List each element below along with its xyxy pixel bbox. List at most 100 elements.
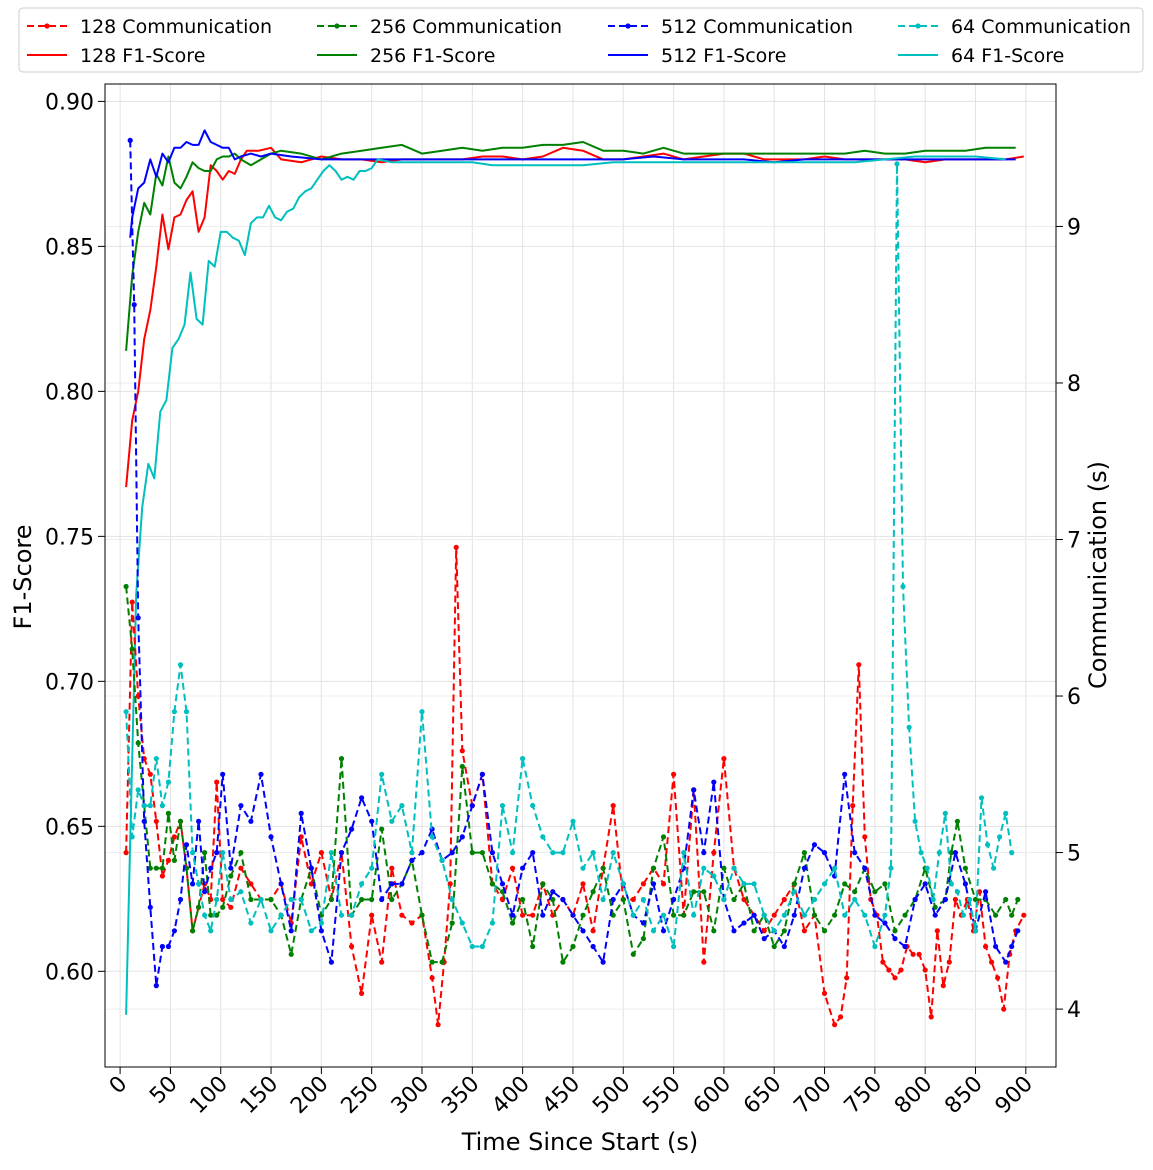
series-point-256-communication [620,896,626,903]
series-point-128-communication [359,990,365,997]
series-point-512-communication [165,943,171,950]
series-point-128-communication [220,896,226,903]
series-point-512-communication [610,896,616,903]
series-point-64-communication [912,818,918,824]
series-point-128-communication [821,990,828,997]
series-point-64-communication [832,865,838,871]
series-point-256-communication [954,818,961,824]
y-tick-label-left: 0.90 [45,90,94,115]
series-point-128-communication [447,881,453,887]
series-point-128-communication [369,912,375,918]
series-point-256-communication [328,896,334,903]
series-point-64-communication [741,881,747,887]
series-point-256-communication [681,912,687,918]
legend-label-128-communication: 128 Communication [80,16,272,38]
series-line-256-f1-score [125,141,1016,351]
series-point-512-communication [811,842,818,848]
series-point-64-communication [123,709,129,715]
series-point-512-communication [1009,943,1015,950]
series-point-512-communication [159,943,165,950]
series-point-64-communication [359,881,365,887]
series-point-128-communication [701,959,707,965]
series-point-256-communication [123,583,129,590]
series-point-64-communication [731,865,737,871]
y-tick-label-left: 0.65 [45,815,94,840]
series-point-128-communication [844,975,850,981]
legend-marker-512-communication [625,23,631,29]
series-point-64-communication [936,850,942,856]
series-point-64-communication [966,896,973,903]
y-tick-label-right: 5 [1067,842,1081,867]
series-point-64-communication [141,803,147,809]
series-point-64-communication [258,896,264,903]
series-point-64-communication [761,912,767,918]
series-point-512-communication [449,850,455,856]
series-point-256-communication [171,857,177,864]
series-point-64-communication [409,850,415,856]
legend-label-128-f1-score: 128 F1-Score [80,45,205,67]
series-point-256-communication [671,912,677,918]
series-point-256-communication [369,896,375,903]
y-tick-label-right: 7 [1067,528,1081,553]
series-point-256-communication [731,896,737,903]
series-point-256-communication [469,850,475,856]
series-point-256-communication [811,912,818,918]
series-point-512-communication [459,834,465,840]
series-point-256-communication [183,865,190,871]
series-point-256-communication [359,896,365,903]
series-point-512-communication [791,912,797,918]
series-point-128-communication [983,943,989,950]
series-point-512-communication [983,889,989,895]
legend-marker-64-communication [915,23,921,29]
series-point-128-communication [238,865,244,871]
series-point-256-communication [630,951,636,957]
series-point-512-communication [479,771,485,777]
series-point-64-communication [509,850,516,856]
series-point-64-communication [942,810,948,817]
series-point-64-communication [671,943,677,950]
series-point-512-communication [711,779,717,785]
series-point-64-communication [459,920,465,926]
series-point-64-communication [183,709,190,715]
series-point-128-communication [850,803,856,809]
series-point-256-communication [882,881,888,887]
series-point-128-communication [435,1022,441,1028]
series-point-512-communication [761,936,767,942]
series-line-64-f1-score [125,155,1006,1015]
series-point-512-communication [731,928,737,934]
series-point-512-communication [328,959,334,965]
series-point-128-communication [862,834,868,840]
series-point-512-communication [650,881,657,887]
series-point-64-communication [419,709,425,715]
series-point-512-communication [131,302,137,308]
series-point-64-communication [660,912,667,918]
series-point-256-communication [701,889,707,895]
series-point-512-communication [228,865,234,871]
series-point-512-communication [560,896,566,903]
series-point-64-communication [630,912,636,918]
y-tick-label-right: 9 [1067,215,1081,240]
series-point-64-communication [960,912,967,918]
series-point-128-communication [721,756,727,762]
y-axis-label-left: F1-Score [9,525,37,630]
series-point-128-communication [1001,1006,1007,1012]
series-point-256-communication [439,959,445,965]
series-point-128-communication [995,975,1001,981]
series-point-512-communication [298,810,304,817]
series-point-512-communication [183,842,190,848]
series-point-128-communication [509,865,516,871]
series-point-128-communication [761,928,767,934]
series-point-256-communication [520,896,526,903]
series-point-256-communication [570,943,576,950]
series-point-256-communication [771,943,777,950]
series-point-256-communication [821,928,828,934]
legend-label-512-communication: 512 Communication [661,16,853,38]
series-point-64-communication [288,896,294,903]
series-point-64-communication [600,896,606,903]
series-point-512-communication [993,943,999,950]
series-point-512-communication [238,803,244,809]
series-point-256-communication [214,912,220,918]
series-point-64-communication [852,896,858,903]
series-point-128-communication [520,912,526,918]
series-point-512-communication [489,850,495,856]
